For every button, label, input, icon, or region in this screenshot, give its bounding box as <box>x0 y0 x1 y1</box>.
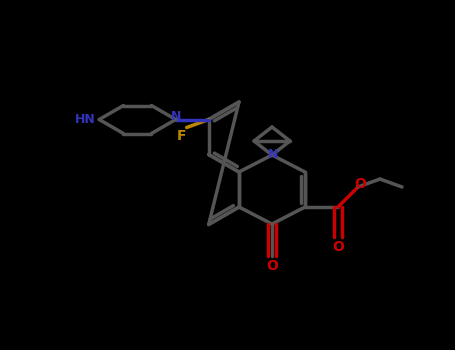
Text: O: O <box>332 240 344 254</box>
Text: HN: HN <box>75 113 95 126</box>
Text: F: F <box>177 128 187 142</box>
Text: O: O <box>354 177 366 191</box>
Text: N: N <box>171 110 181 123</box>
Text: N: N <box>268 148 278 161</box>
Text: O: O <box>266 259 278 273</box>
